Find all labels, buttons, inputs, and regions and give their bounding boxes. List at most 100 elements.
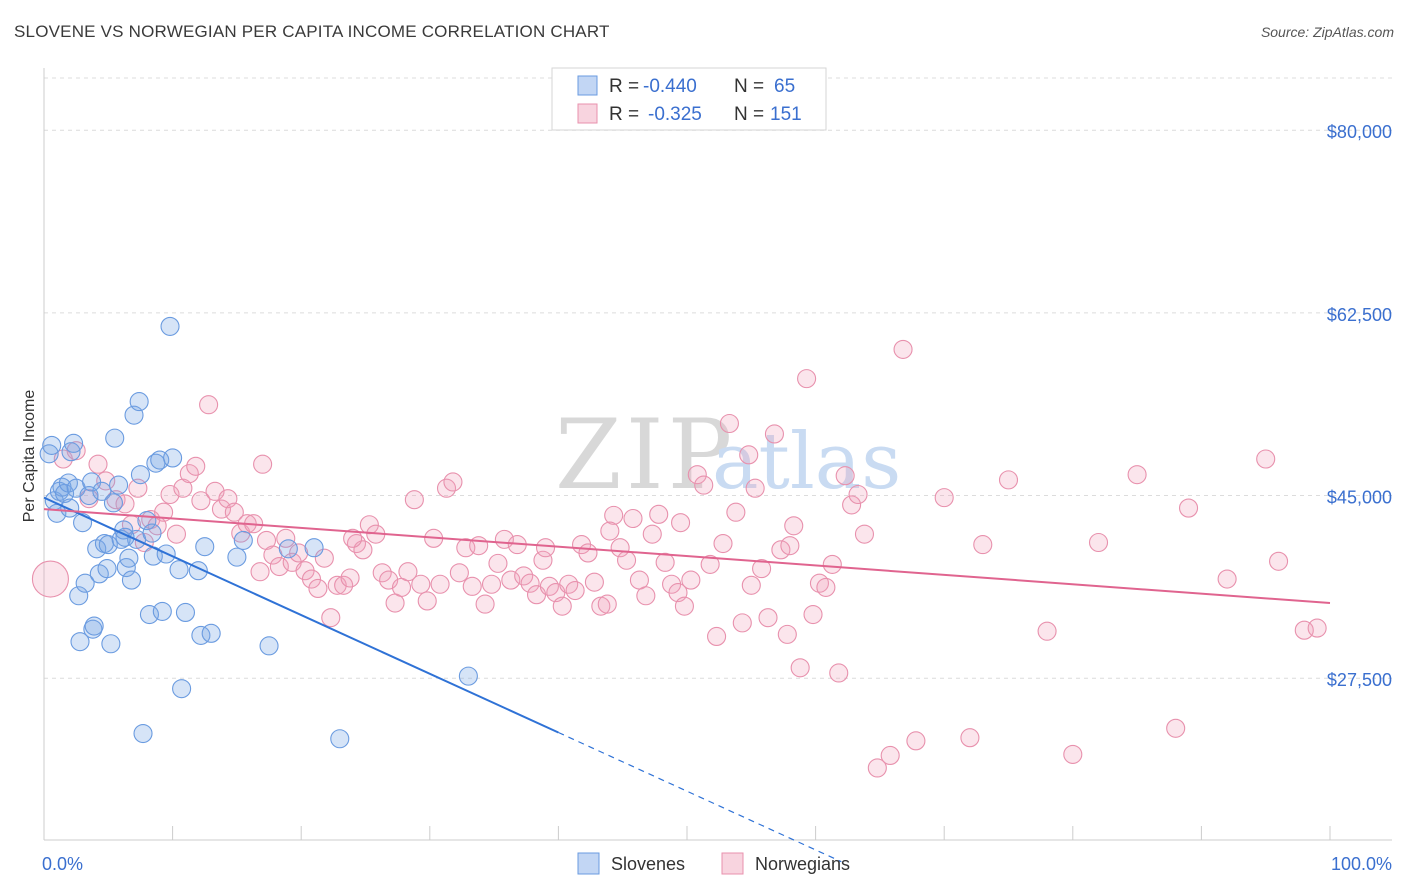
legend-r-value-norwegians: -0.325 — [648, 104, 702, 125]
slovenes-point — [70, 632, 90, 652]
slovenes-point — [233, 530, 253, 550]
slovenes-trend-line — [43, 496, 559, 734]
norwegians-point — [224, 502, 244, 522]
slovenes-point — [259, 636, 279, 656]
norwegians-point — [829, 663, 849, 683]
bottom-legend-norwegians: Norwegians — [755, 854, 850, 874]
bottom-legend-swatch-norwegians — [721, 852, 744, 875]
norwegians-point — [578, 543, 598, 563]
y-tick-labels: $27,500 $45,000 $62,500 $80,000 — [1327, 122, 1392, 690]
norwegians-point — [848, 484, 868, 505]
norwegians-point — [732, 613, 752, 633]
norwegians-point — [1269, 551, 1289, 571]
slovenes-point — [98, 535, 118, 555]
slovenes-point — [129, 392, 149, 412]
slovenes-point — [227, 547, 247, 567]
norwegians-point — [469, 536, 489, 556]
norwegians-point — [31, 560, 69, 598]
norwegians-point — [784, 516, 804, 536]
norwegians-point — [700, 554, 720, 574]
norwegians-point — [674, 596, 694, 616]
norwegians-point — [816, 577, 836, 597]
norwegians-point — [199, 395, 219, 415]
norwegians-point — [314, 548, 334, 568]
norwegians-point — [88, 454, 108, 474]
norwegians-point — [1088, 532, 1109, 553]
slovenes-point — [101, 634, 121, 654]
y-tick-label-2: $62,500 — [1327, 305, 1392, 325]
slovenes-point — [92, 481, 112, 501]
chart-title: SLOVENE VS NORWEGIAN PER CAPITA INCOME C… — [14, 22, 610, 41]
trend-lines — [43, 496, 1331, 863]
norwegians-point — [777, 624, 797, 644]
norwegians-point — [906, 731, 926, 751]
slovenes-point — [55, 483, 75, 503]
norwegians-point — [741, 575, 761, 595]
slovenes-point — [73, 513, 93, 533]
slovenes-point — [103, 493, 123, 513]
slovenes-point — [304, 538, 324, 558]
slovenes-trend-extension — [558, 731, 842, 863]
norwegians-point — [301, 569, 322, 589]
norwegians-point — [308, 578, 328, 598]
legend-n-value-norwegians: 151 — [770, 104, 802, 125]
slovenes-point — [278, 539, 298, 559]
norwegians-point — [488, 553, 508, 573]
slovenes-point — [195, 537, 215, 557]
slovenes-point — [42, 435, 62, 455]
slovenes-point — [201, 623, 221, 643]
norwegians-point — [600, 521, 620, 541]
slovenes-point — [458, 666, 478, 686]
norwegians-point — [481, 574, 502, 594]
norwegians-point — [1166, 718, 1186, 738]
slovenes-point — [133, 723, 153, 744]
norwegians-point — [191, 491, 211, 511]
slovenes-point — [142, 523, 162, 543]
norwegians-point — [854, 524, 875, 544]
norwegians-point — [758, 608, 778, 628]
legend-swatch-slovenes — [577, 75, 598, 96]
slovenes-point — [105, 428, 125, 448]
norwegians-trend-line — [43, 508, 1331, 605]
norwegians-point — [842, 495, 862, 515]
slovenes-point — [109, 475, 129, 495]
norwegians-point — [372, 563, 392, 583]
slovenes-point — [152, 601, 172, 621]
norwegians-point — [934, 488, 954, 508]
norwegians-point — [179, 464, 199, 484]
norwegians-point — [475, 594, 495, 614]
y-tick-label-3: $80,000 — [1327, 122, 1392, 142]
norwegians-point — [533, 550, 553, 570]
norwegians-point — [1037, 621, 1057, 641]
slovenes-point — [160, 316, 180, 336]
legend-n-value-slovenes: 65 — [774, 76, 795, 97]
slovenes-point — [163, 448, 183, 468]
norwegians-point — [719, 413, 739, 434]
norwegians-point — [752, 559, 772, 579]
slovenes-point — [330, 729, 350, 749]
source-label: Source: ZipAtlas.com — [1260, 24, 1394, 40]
norwegians-point — [780, 536, 800, 556]
slovenes-point — [84, 616, 104, 636]
bottom-legend-slovenes: Slovenes — [611, 854, 685, 874]
norwegians-point — [565, 580, 585, 601]
norwegians-point — [617, 550, 637, 570]
norwegians-point — [430, 574, 450, 594]
norwegians-point — [893, 339, 913, 359]
norwegians-point — [597, 594, 617, 614]
norwegians-point — [1307, 618, 1327, 638]
slovenes-point — [75, 573, 95, 593]
norwegians-point — [96, 471, 116, 491]
legend-r-value-slovenes: -0.440 — [643, 76, 697, 97]
legend-r-label-slovenes: R = — [609, 76, 639, 97]
gridlines — [44, 77, 1392, 679]
norwegians-point — [726, 502, 746, 522]
norwegians-point — [604, 505, 624, 525]
slovenes-points — [39, 316, 478, 749]
norwegians-point — [1127, 465, 1147, 485]
norwegians-point — [321, 608, 341, 628]
norwegians-point — [803, 604, 823, 625]
norwegians-point — [253, 454, 273, 474]
norwegians-point — [681, 570, 701, 590]
norwegians-point — [417, 591, 437, 611]
